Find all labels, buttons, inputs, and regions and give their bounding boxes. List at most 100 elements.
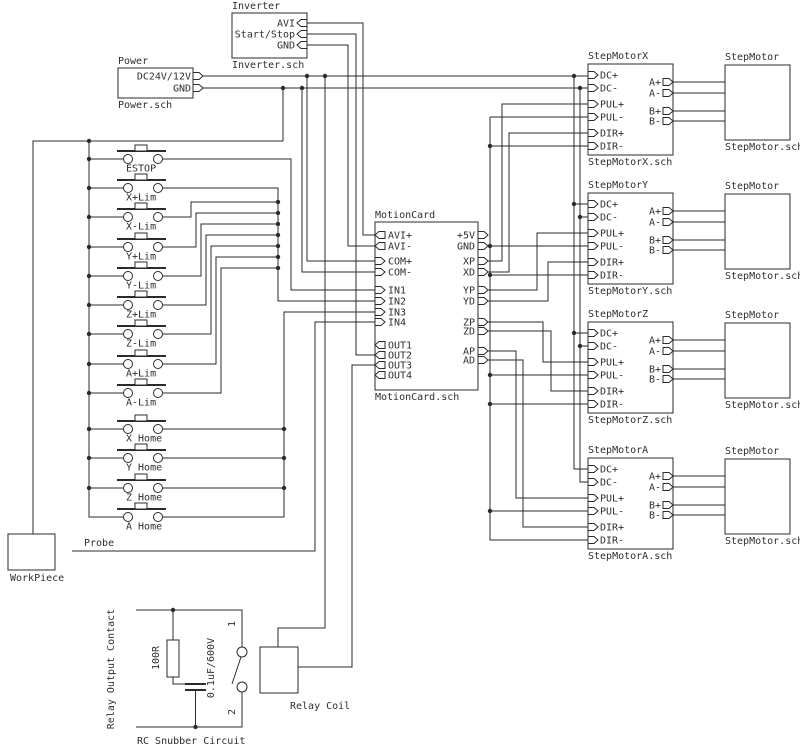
wire-net-5v-gnd-bus: [488, 116, 588, 541]
workpiece-box: [7, 533, 56, 571]
switch-label: A Home: [126, 522, 162, 533]
wire-net-step-dir-signals: [488, 103, 588, 528]
switch-a-minus-lim[interactable]: A-Lim: [117, 378, 166, 409]
motioncard-block[interactable]: MotionCard MotionCard.sch: [374, 210, 489, 403]
stepmotorx-block[interactable]: StepMotorX StepMotorX.sch DC+ DC- PUL+ P…: [587, 51, 674, 168]
pin-label: DIR+: [600, 258, 624, 269]
pin-label: PUL-: [600, 371, 624, 382]
wire-net-inverter: [307, 22, 375, 356]
stepmotora-pin-arrow-icons: [587, 465, 674, 544]
pin-label: COM-: [388, 268, 412, 279]
switch-label: Y-Lim: [126, 281, 156, 292]
switch-label: ESTOP: [126, 164, 156, 175]
contact-terminal-2-label: 2: [227, 709, 238, 715]
pin-label: PUL+: [600, 494, 624, 505]
pin-label: DIR+: [600, 523, 624, 534]
switch-x-minus-lim[interactable]: X-Lim: [117, 202, 166, 233]
pin-label: A+: [649, 336, 661, 347]
pin-label: OUT1: [388, 341, 412, 352]
pin-label: AVI: [277, 19, 295, 30]
stepmotor-y[interactable]: StepMotor StepMotor.sch: [724, 181, 800, 282]
stepmotorz-block[interactable]: StepMotorZ StepMotorZ.sch DC+ DC- PUL+ P…: [587, 309, 674, 426]
switch-actuator-icon: [134, 202, 148, 210]
stepmotor-box: [724, 64, 791, 141]
block-title: StepMotorY: [588, 180, 648, 191]
pin-label: DC+: [600, 200, 618, 211]
switch-a-plus-lim[interactable]: A+Lim: [117, 349, 166, 380]
pin-label: PUL+: [600, 100, 624, 111]
pin-label: DC+: [600, 329, 618, 340]
stepmotor-z[interactable]: StepMotor StepMotor.sch: [724, 310, 800, 411]
pin-label: DIR+: [600, 129, 624, 140]
inverter-block[interactable]: Inverter Inverter.sch AVI Start/Stop GND: [231, 1, 308, 71]
relay-coil-block[interactable]: Relay Coil: [259, 646, 350, 712]
stepmotory-pin-arrow-icons: [587, 200, 674, 279]
wire-net-out3-relay-coil: [298, 364, 375, 668]
switch-actuator-icon: [134, 290, 148, 298]
stepmotor-box: [724, 193, 791, 270]
block-sch-label: StepMotorZ.sch: [588, 415, 672, 426]
pin-label: DC+: [600, 71, 618, 82]
stepmotor-box: [724, 458, 791, 535]
pin-label: B+: [649, 107, 661, 118]
block-title: StepMotor: [725, 52, 779, 63]
snubber-caption: RC Snubber Circuit: [137, 736, 245, 747]
switch-actuator-icon: [134, 443, 148, 451]
block-title: MotionCard: [375, 210, 435, 221]
switch-z-plus-lim[interactable]: Z+Lim: [117, 290, 166, 321]
pin-label: DIR-: [600, 400, 624, 411]
pin-label: DIR-: [600, 536, 624, 547]
stepmotor-x[interactable]: StepMotor StepMotor.sch: [724, 52, 800, 153]
switch-label: X-Lim: [126, 222, 156, 233]
stepmotor-a[interactable]: StepMotor StepMotor.sch: [724, 446, 800, 547]
block-sch-label: StepMotorX.sch: [588, 157, 672, 168]
block-sch-label: StepMotor.sch: [725, 536, 800, 547]
pin-label: Start/Stop: [235, 30, 295, 41]
relay-output-contact-caption: Relay Output Contact: [106, 609, 117, 729]
pin-label: DIR-: [600, 142, 624, 153]
workpiece-block[interactable]: WorkPiece: [7, 533, 64, 584]
wire-net-24v: [203, 75, 588, 647]
switch-y-plus-lim[interactable]: Y+Lim: [117, 232, 166, 263]
wire-net-home-in3: [162, 311, 375, 518]
pin-label: A+: [649, 207, 661, 218]
pin-label: DIR-: [600, 271, 624, 282]
switch-label: Z-Lim: [126, 339, 156, 350]
switch-z-minus-lim[interactable]: Z-Lim: [117, 319, 166, 350]
switch-y-home[interactable]: Y Home: [117, 443, 166, 474]
pin-label: +5V: [457, 231, 475, 242]
pin-label: ZD: [463, 327, 475, 338]
workpiece-label: WorkPiece: [10, 573, 64, 584]
stepmotory-block[interactable]: StepMotorY StepMotorY.sch DC+ DC- PUL+ P…: [587, 180, 674, 297]
pin-label: OUT4: [388, 371, 412, 382]
switch-y-minus-lim[interactable]: Y-Lim: [117, 261, 166, 292]
switch-x-plus-lim[interactable]: X+Lim: [117, 173, 166, 204]
wire-net-snubber: [136, 609, 243, 728]
pin-label: AVI+: [388, 231, 412, 242]
wire-net-estop-in1: [162, 158, 375, 291]
block-sch-label: StepMotor.sch: [725, 400, 800, 411]
block-title: StepMotor: [725, 310, 779, 321]
power-block[interactable]: Power Power.sch DC24V/12V GND: [117, 56, 204, 111]
inverter-pin-arrow-icons: [296, 19, 308, 49]
switch-label: X+Lim: [126, 193, 156, 204]
motioncard-left-pin-arrow-icons: [374, 231, 386, 379]
switch-x-home[interactable]: X Home: [117, 414, 166, 445]
pin-label: B-: [649, 511, 661, 522]
switch-label: X Home: [126, 434, 162, 445]
block-title: StepMotorA: [588, 445, 648, 456]
switch-a-home[interactable]: A Home: [117, 502, 166, 533]
relay-snubber-circuit[interactable]: Relay Output Contact 100R 0.1uF/600V 1 2…: [106, 609, 248, 747]
switch-z-home[interactable]: Z Home: [117, 473, 166, 504]
pin-label: XD: [463, 268, 475, 279]
capacitor-value-label: 0.1uF/600V: [206, 638, 217, 698]
pin-label: DC-: [600, 84, 618, 95]
motioncard-box: [374, 221, 479, 391]
switch-estop[interactable]: ESTOP: [117, 144, 166, 175]
pin-label: ZP: [463, 318, 475, 329]
pin-label: YD: [463, 297, 475, 308]
stepmotora-block[interactable]: StepMotorA StepMotorA.sch DC+ DC- PUL+ P…: [587, 445, 674, 562]
pin-label: B+: [649, 365, 661, 376]
switch-actuator-icon: [134, 232, 148, 240]
